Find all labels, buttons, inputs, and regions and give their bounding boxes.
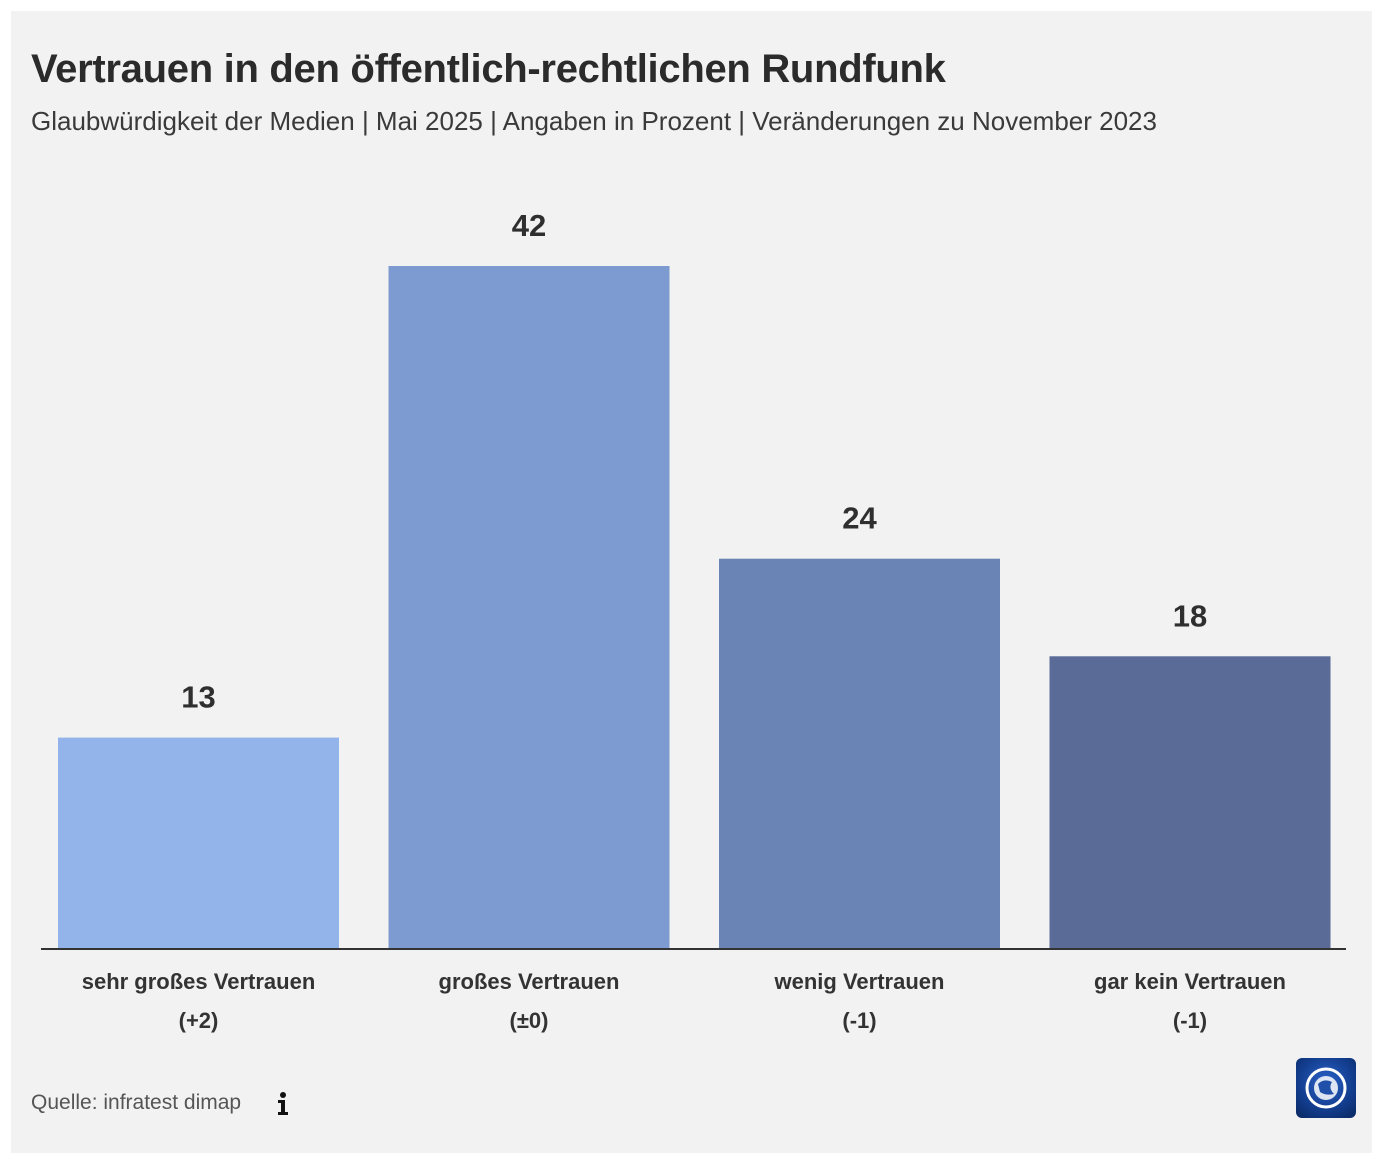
value-label-1: 13 xyxy=(181,680,215,715)
bar-chart: 13 sehr großes Vertrauen (+2) 42 großes Vert… xyxy=(41,208,1346,1033)
change-label-2: (±0) xyxy=(510,1008,549,1033)
chart-title: Vertrauen in den öffentlich-rechtlichen … xyxy=(31,47,946,91)
source-label: Quelle: infratest dimap xyxy=(31,1091,242,1114)
chart-card: Vertrauen in den öffentlich-rechtlichen … xyxy=(11,11,1372,1153)
category-label-3: wenig Vertrauen xyxy=(774,969,945,994)
value-label-4: 18 xyxy=(1173,598,1207,633)
tagesschau-logo-icon xyxy=(1296,1058,1356,1118)
bar-2 xyxy=(388,266,670,949)
bar-4 xyxy=(1049,656,1331,949)
chart-subtitle: Glaubwürdigkeit der Medien | Mai 2025 | … xyxy=(31,106,1157,136)
value-label-2: 42 xyxy=(512,208,546,243)
change-label-4: (-1) xyxy=(1173,1008,1207,1033)
bar-1 xyxy=(58,737,339,949)
info-icon[interactable] xyxy=(273,1091,293,1117)
bar-3 xyxy=(719,558,1000,949)
value-label-3: 24 xyxy=(842,501,877,536)
change-label-3: (-1) xyxy=(842,1008,876,1033)
category-label-2: großes Vertrauen xyxy=(439,969,620,994)
change-label-1: (+2) xyxy=(179,1008,219,1033)
category-label-4: gar kein Vertrauen xyxy=(1094,969,1286,994)
category-label-1: sehr großes Vertrauen xyxy=(82,969,316,994)
